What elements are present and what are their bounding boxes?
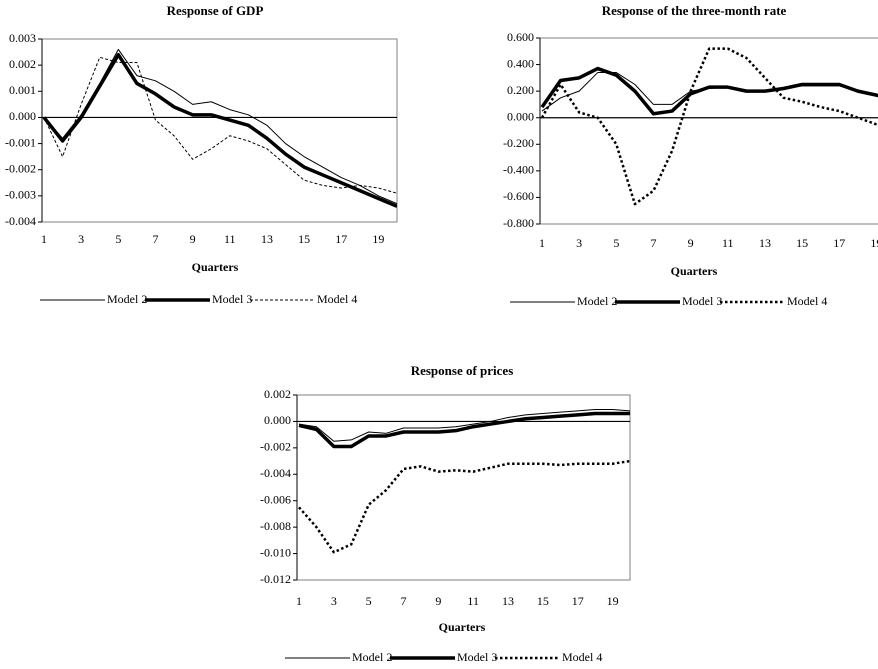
y-tick-label: -0.001 [5,135,36,149]
x-tick-label: 15 [796,236,808,250]
x-axis-title: Quarters [671,264,718,278]
chart-title: Response of GDP [167,3,264,18]
y-tick-label: -0.006 [260,492,291,506]
legend-label: Model 4 [562,650,602,664]
legend-label: Model 2 [352,650,392,664]
series-line [43,56,397,194]
plot-frame [539,37,878,225]
legend-label: Model 3 [457,650,497,664]
y-tick-label: -0.800 [503,216,534,230]
y-tick-label: 0.002 [264,387,291,401]
x-tick-label: 9 [688,236,694,250]
x-tick-label: 17 [572,594,584,608]
x-tick-label: 5 [366,594,372,608]
y-tick-label: 0.600 [507,30,534,44]
x-tick-label: 15 [298,232,310,246]
x-tick-label: 7 [152,232,158,246]
y-tick-label: 0.000 [264,413,291,427]
x-axis-title: Quarters [192,260,239,274]
series-line [298,411,630,449]
chart-title: Response of prices [411,363,514,378]
x-tick-label: 9 [190,232,196,246]
y-tick-label: 0.000 [9,109,36,123]
x-tick-label: 11 [467,594,479,608]
y-tick-label: 0.002 [9,57,36,71]
y-tick-label: -0.200 [503,136,534,150]
series-line [43,48,397,205]
plot-frame [296,394,631,581]
x-tick-label: 3 [78,232,84,246]
x-tick-label: 11 [224,232,236,246]
x-tick-label: 7 [401,594,407,608]
x-tick-label: 15 [537,594,549,608]
x-tick-label: 17 [335,232,347,246]
legend-label: Model 3 [212,292,252,306]
y-tick-label: -0.002 [260,440,291,454]
x-tick-label: 17 [833,236,845,250]
y-tick-label: -0.010 [260,545,291,559]
x-tick-label: 7 [650,236,656,250]
chart-title: Response of the three-month rate [602,3,787,18]
y-tick-label: -0.004 [5,214,36,228]
legend-label: Model 4 [317,292,357,306]
series-line [298,409,630,442]
legend-label: Model 2 [107,292,147,306]
y-tick-label: 0.200 [507,83,534,97]
x-tick-label: 5 [613,236,619,250]
series-line [42,52,397,208]
plot-frame [41,38,398,223]
series-line [298,459,630,554]
y-tick-label: -0.004 [260,466,291,480]
x-tick-label: 19 [870,236,878,250]
y-tick-label: -0.400 [503,163,534,177]
x-tick-label: 1 [296,594,302,608]
x-tick-label: 1 [41,232,47,246]
x-tick-label: 11 [722,236,734,250]
y-tick-label: 0.001 [9,83,36,97]
y-tick-label: -0.008 [260,519,291,533]
x-tick-label: 19 [607,594,619,608]
x-tick-label: 9 [435,594,441,608]
y-tick-label: 0.003 [9,31,36,45]
legend-label: Model 2 [577,294,617,308]
y-tick-label: -0.003 [5,188,36,202]
y-tick-label: -0.002 [5,161,36,175]
legend-label: Model 4 [787,294,827,308]
series-line [540,66,878,116]
x-tick-label: 13 [502,594,514,608]
x-tick-label: 1 [539,236,545,250]
x-tick-label: 13 [261,232,273,246]
x-axis-title: Quarters [439,620,486,634]
x-tick-label: 3 [331,594,337,608]
x-tick-label: 3 [576,236,582,250]
y-tick-label: -0.600 [503,189,534,203]
x-tick-label: 5 [115,232,121,246]
x-tick-label: 19 [372,232,384,246]
y-tick-label: 0.400 [507,56,534,70]
x-tick-label: 13 [759,236,771,250]
y-tick-label: -0.012 [260,572,291,586]
y-tick-label: 0.000 [507,109,534,123]
series-line [540,47,878,206]
legend-label: Model 3 [682,294,722,308]
series-line [541,72,878,112]
